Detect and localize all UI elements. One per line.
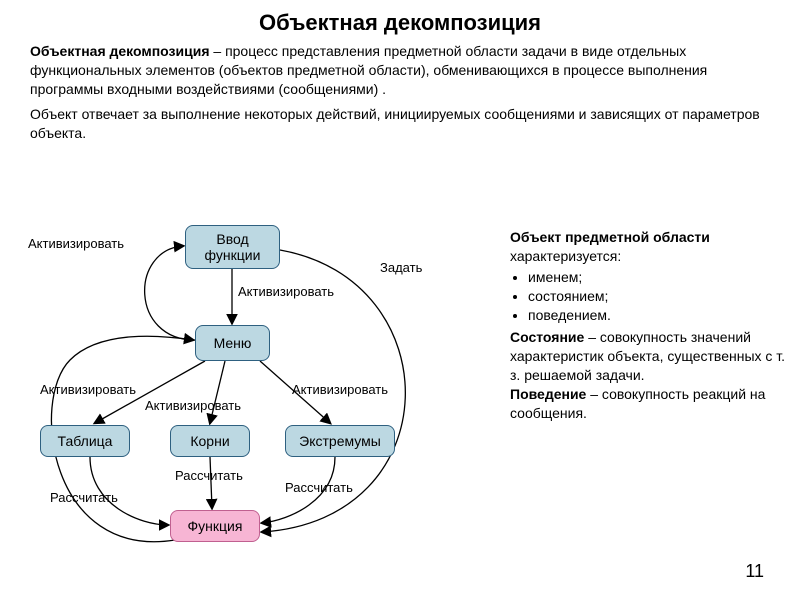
side-panel: Объект предметной области характеризуетс…	[510, 228, 790, 423]
node-roots: Корни	[170, 425, 250, 457]
side-behavior: Поведение – совокупность реакций на сооб…	[510, 385, 790, 423]
label-act-roots: Активизировать	[145, 398, 241, 413]
paragraph-2: Объект отвечает за выполнение некоторых …	[0, 105, 800, 149]
bullet-3: поведением.	[528, 306, 790, 325]
label-activate-mid: Активизировать	[238, 284, 334, 299]
node-func-label: Функция	[188, 518, 243, 534]
label-calc-mid: Рассчитать	[175, 468, 243, 483]
page-title: Объектная декомпозиция	[0, 0, 800, 42]
side-behavior-bold: Поведение	[510, 386, 586, 402]
side-intro: Объект предметной области характеризуетс…	[510, 228, 790, 266]
para1-bold: Объектная декомпозиция	[30, 43, 210, 59]
node-input: Ввод функции	[185, 225, 280, 269]
side-state-bold: Состояние	[510, 329, 584, 345]
node-menu-label: Меню	[214, 335, 252, 351]
node-menu: Меню	[195, 325, 270, 361]
side-intro-bold: Объект предметной области	[510, 229, 710, 245]
label-act-table: Активизировать	[40, 382, 136, 397]
flowchart: Ввод функции Меню Таблица Корни Экстрему…	[10, 220, 500, 580]
bullet-1: именем;	[528, 268, 790, 287]
side-intro-rest: характеризуется:	[510, 248, 621, 264]
side-state: Состояние – совокупность значений характ…	[510, 328, 790, 385]
label-act-extrem: Активизировать	[292, 382, 388, 397]
label-calc-left: Рассчитать	[50, 490, 118, 505]
node-table-label: Таблица	[58, 433, 113, 449]
bullet-2: состоянием;	[528, 287, 790, 306]
node-func: Функция	[170, 510, 260, 542]
page-number: 11	[745, 561, 764, 582]
label-zadat: Задать	[380, 260, 422, 275]
label-calc-right: Рассчитать	[285, 480, 353, 495]
node-extrem: Экстремумы	[285, 425, 395, 457]
node-extrem-label: Экстремумы	[299, 433, 381, 449]
node-table: Таблица	[40, 425, 130, 457]
paragraph-1: Объектная декомпозиция – процесс предста…	[0, 42, 800, 105]
label-activate-left: Активизировать	[28, 236, 124, 251]
side-bullets: именем; состоянием; поведением.	[528, 268, 790, 325]
node-roots-label: Корни	[190, 433, 229, 449]
node-input-label: Ввод функции	[194, 231, 271, 263]
